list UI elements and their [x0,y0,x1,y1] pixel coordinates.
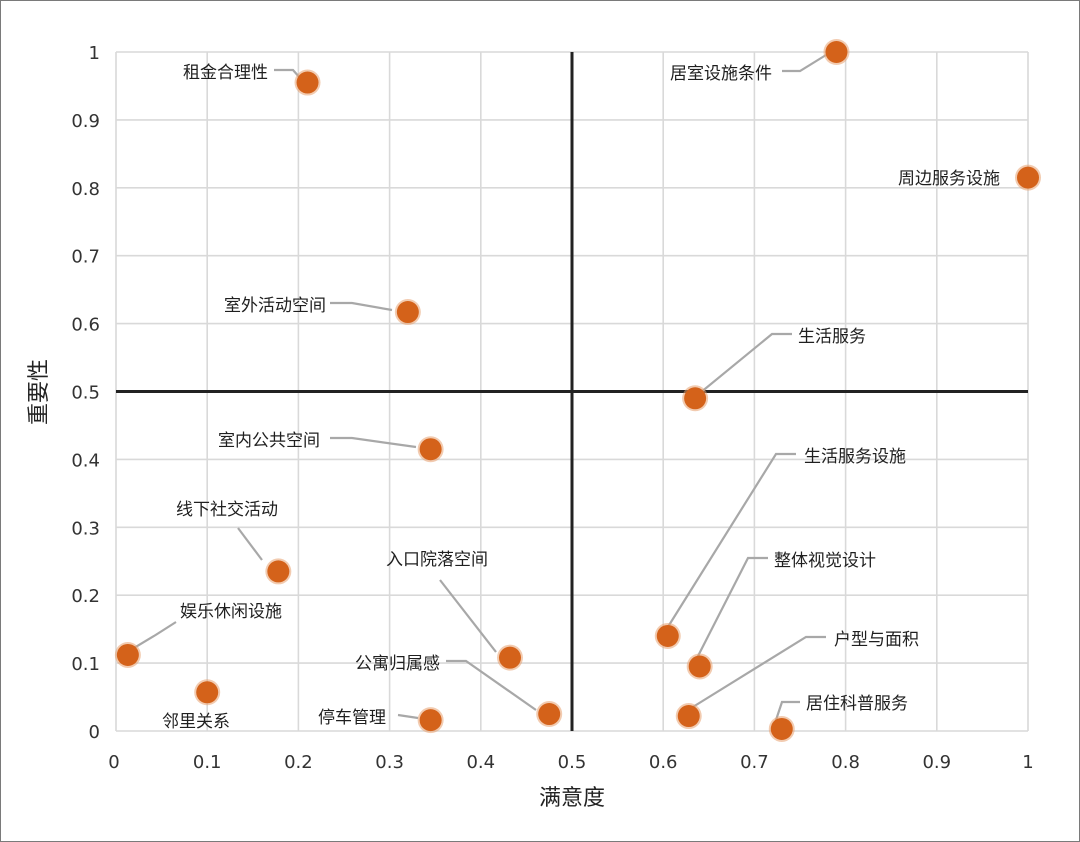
leader-line [397,713,419,720]
data-point [396,301,419,324]
x-tick-label: 0.7 [740,752,769,773]
leader-line [699,332,792,394]
tick-labels: 0 0.1 0.2 0.3 0.4 0.5 0.6 0.7 0.8 0.9 1 0 0.1 0.2 0.3 0… [71,43,1033,773]
point-label: 入口院落空间 [386,550,488,570]
x-tick-label: 0.2 [284,752,313,773]
leader-line [774,700,800,721]
x-tick-label: 0.3 [375,752,404,773]
y-tick-label: 0.7 [71,247,100,268]
x-axis-title: 满意度 [539,786,605,811]
x-tick-label: 0.9 [922,752,951,773]
data-point [825,41,848,63]
point-label: 生活服务设施 [804,447,906,467]
point-label: 公寓归属感 [355,654,440,674]
point-label: 租金合理性 [183,63,268,83]
data-point [656,624,679,647]
data-point [538,703,561,726]
leader-line [237,527,263,561]
x-tick-label: 0.6 [649,752,678,773]
data-point [116,643,139,666]
y-tick-label: 0.1 [71,654,100,675]
leader-lines [123,54,827,721]
point-label: 居住科普服务 [806,694,908,714]
point-label: 娱乐休闲设施 [180,602,282,622]
point-label: 室内公共空间 [218,431,320,451]
leader-line [439,579,497,653]
x-tick-label: 0.8 [831,752,860,773]
point-label: 生活服务 [798,327,866,347]
y-axis-title: 重要性 [27,359,52,425]
data-point [1017,166,1039,189]
data-point [267,560,290,583]
x-tick-label: 0.1 [193,752,222,773]
data-point [770,717,793,740]
point-label: 户型与面积 [834,630,919,650]
leader-line [782,54,827,73]
point-label: 邻里关系 [162,712,230,732]
data-point [419,709,442,732]
data-point [684,387,707,410]
x-tick-label: 0.5 [558,752,587,773]
y-tick-label: 1 [89,43,100,64]
y-tick-label: 0.4 [71,450,100,471]
point-label: 居室设施条件 [670,64,772,84]
point-label: 整体视觉设计 [774,551,876,571]
point-label: 停车管理 [318,708,386,728]
data-point [196,681,219,704]
leader-line [696,556,768,659]
y-tick-label: 0.9 [71,111,100,132]
x-tick-label: 0.4 [466,752,495,773]
y-tick-label: 0 [89,722,100,743]
leader-line [330,436,417,449]
x-tick-label: 0 [108,752,119,773]
leader-line [687,635,826,711]
point-labels: 租金合理性 居室设施条件周边服务设施室外活动空间生活服务室内公共空间生活服务设施线… [162,63,1000,732]
point-label: 室外活动空间 [224,296,326,316]
data-point [677,705,700,728]
point-label: 周边服务设施 [898,169,1000,189]
data-point [419,438,442,461]
data-point [498,646,521,669]
leader-line [665,452,796,631]
leader-line [446,659,537,711]
data-point [296,71,319,94]
x-tick-label: 1 [1022,752,1033,773]
y-tick-label: 0.3 [71,518,100,539]
leader-line [330,301,393,312]
y-tick-label: 0.5 [71,383,100,404]
data-points [114,39,1041,742]
point-label: 线下社交活动 [176,500,278,520]
data-point [688,655,711,678]
y-tick-label: 0.8 [71,179,100,200]
y-tick-label: 0.6 [71,315,100,336]
y-tick-label: 0.2 [71,586,100,607]
quadrant-lines [116,52,1028,731]
